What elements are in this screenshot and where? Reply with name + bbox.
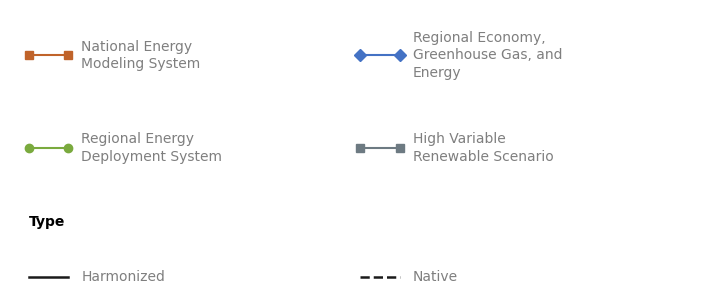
- Text: Type: Type: [29, 215, 66, 229]
- Text: High Variable
Renewable Scenario: High Variable Renewable Scenario: [413, 132, 553, 164]
- Text: Native: Native: [413, 270, 458, 284]
- Text: Regional Economy,
Greenhouse Gas, and
Energy: Regional Economy, Greenhouse Gas, and En…: [413, 30, 562, 80]
- Text: Regional Energy
Deployment System: Regional Energy Deployment System: [81, 132, 222, 164]
- Text: Harmonized: Harmonized: [81, 270, 165, 284]
- Text: National Energy
Modeling System: National Energy Modeling System: [81, 39, 201, 71]
